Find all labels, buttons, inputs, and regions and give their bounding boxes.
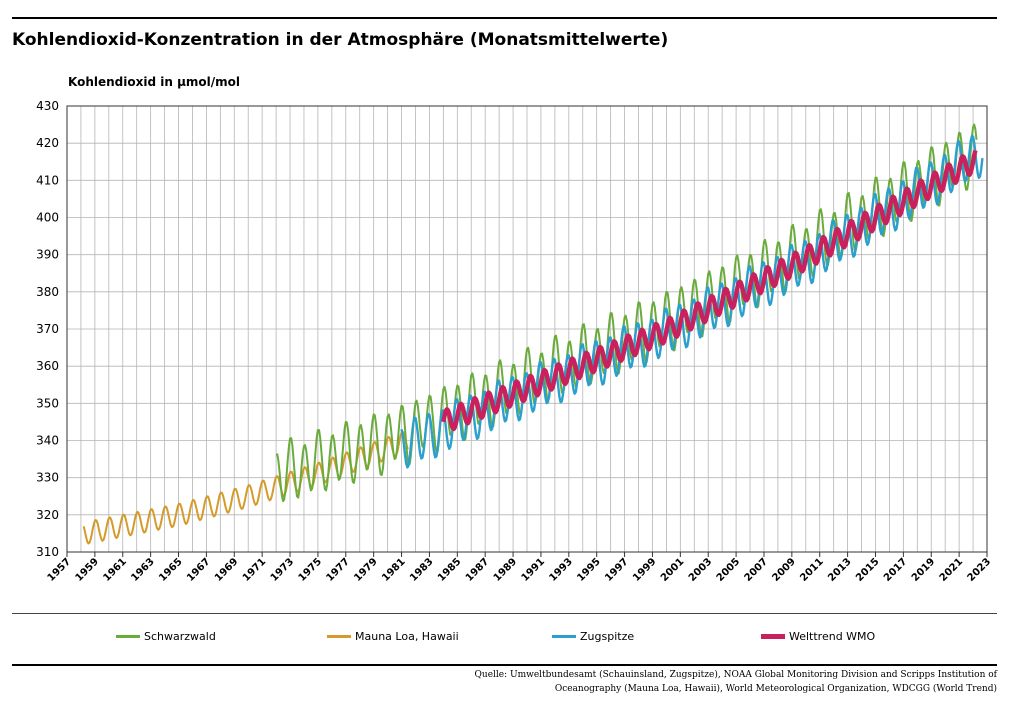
x-tick-label: 2017 (882, 556, 909, 583)
legend-swatch-zugspitze (552, 634, 576, 638)
x-tick-label: 1995 (575, 556, 602, 583)
chart-title: Kohlendioxid-Konzentration in der Atmosp… (12, 30, 669, 50)
y-tick-label: 340 (36, 434, 59, 448)
x-tick-label: 2003 (687, 556, 714, 583)
x-tick-label: 1959 (74, 556, 101, 583)
legend-label-mauna-loa: Mauna Loa, Hawaii (355, 629, 459, 643)
x-tick-label: 1977 (324, 556, 351, 583)
y-tick-label: 380 (36, 285, 59, 299)
x-tick-label: 2009 (771, 556, 798, 583)
x-tick-label: 2011 (798, 556, 825, 583)
legend-swatch-welttrend (761, 633, 785, 639)
x-tick-label: 1999 (631, 556, 658, 583)
source-line-1: Quelle: Umweltbundesamt (Schauinsland, Z… (474, 670, 997, 680)
x-tick-label: 1975 (297, 556, 324, 583)
y-tick-label: 370 (36, 322, 59, 336)
x-tick-label: 1973 (269, 556, 296, 583)
source-line-2: Oceanography (Mauna Loa, Hawaii), World … (554, 684, 997, 694)
series-line-welttrend (441, 149, 978, 432)
x-tick-label: 1989 (492, 556, 519, 583)
y-tick-label: 430 (36, 99, 59, 113)
x-tick-label: 2005 (715, 556, 742, 583)
legend-label-schwarzwald: Schwarzwald (144, 629, 216, 643)
x-tick-label: 1961 (101, 556, 128, 583)
legend-label-welttrend: Welttrend WMO (789, 629, 876, 643)
legend-top-rule (12, 613, 997, 614)
series-line-mauna-loa (82, 430, 409, 545)
x-tick-label: 1981 (380, 556, 407, 583)
y-axis-label: Kohlendioxid in µmol/mol (68, 75, 240, 89)
x-tick-label: 1997 (603, 556, 630, 583)
legend-label-zugspitze: Zugspitze (580, 629, 635, 643)
y-tick-label: 330 (36, 471, 59, 485)
source-note: Quelle: Umweltbundesamt (Schauinsland, Z… (437, 668, 997, 696)
x-tick-label: 1969 (213, 556, 240, 583)
x-tick-label: 2001 (659, 556, 686, 583)
x-tick-label: 1987 (464, 556, 491, 583)
x-tick-label: 1993 (547, 556, 574, 583)
x-tick-label: 1967 (185, 556, 212, 583)
y-tick-label: 400 (36, 211, 59, 225)
legend-swatch-mauna-loa (327, 634, 351, 638)
y-tick-label: 390 (36, 248, 59, 262)
x-tick-label: 2013 (826, 556, 853, 583)
bottom-rule (12, 664, 997, 666)
legend-mauna-loa: Mauna Loa, Hawaii (327, 626, 459, 646)
y-tick-label: 360 (36, 359, 59, 373)
y-tick-label: 420 (36, 136, 59, 150)
x-tick-label: 1971 (241, 556, 268, 583)
x-tick-label: 2021 (938, 556, 965, 583)
x-tick-label: 1965 (157, 556, 184, 583)
legend-schwarzwald: Schwarzwald (116, 626, 216, 646)
legend-welttrend: Welttrend WMO (761, 626, 875, 646)
co2-line-chart: 310 320 330 340 350 360 370 380 390 400 410 420 430 1… (36, 75, 993, 584)
legend-zugspitze: Zugspitze (552, 626, 634, 646)
y-tick-label: 310 (36, 545, 59, 559)
x-tick-label: 2023 (966, 556, 993, 583)
x-tick-label: 1985 (436, 556, 463, 583)
top-rule (12, 17, 997, 19)
y-tick-label: 410 (36, 173, 59, 187)
x-tick-label: 1963 (129, 556, 156, 583)
x-tick-label: 2007 (743, 556, 770, 583)
series-line-zugspitze (400, 134, 984, 469)
plot-border (66, 105, 988, 553)
legend-swatch-schwarzwald (116, 634, 140, 638)
x-tick-label: 1957 (46, 556, 73, 583)
x-tick-label: 2019 (910, 556, 937, 583)
x-tick-label: 1991 (520, 556, 547, 583)
x-tick-label: 2015 (854, 556, 881, 583)
x-tick-label: 1983 (408, 556, 435, 583)
y-tick-label: 350 (36, 396, 59, 410)
y-tick-label: 320 (36, 508, 59, 522)
x-tick-label: 1979 (352, 556, 379, 583)
